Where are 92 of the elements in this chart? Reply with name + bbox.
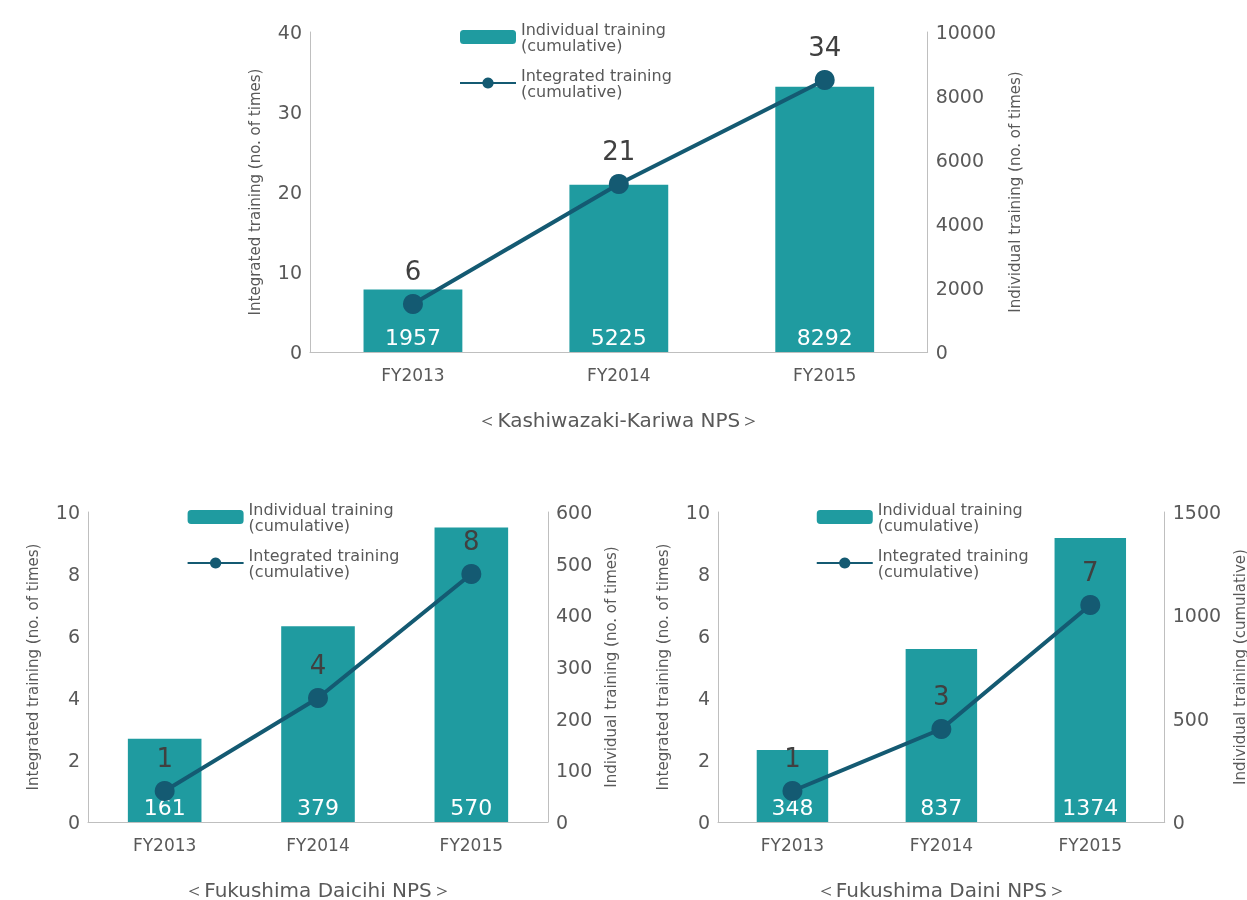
y2-tick-label: 300: [556, 656, 593, 678]
data-label: 1374: [1062, 794, 1119, 820]
y-tick-label: 20: [277, 181, 302, 203]
y2-tick-label: 200: [556, 707, 593, 730]
point: [814, 70, 835, 90]
y-tick-label: 6: [67, 625, 80, 647]
y-tick-label: 0: [289, 341, 302, 363]
y-tick-label: 8: [67, 563, 80, 585]
legend-label: Individual training (cumulative): [877, 499, 1028, 535]
data-label: 837: [920, 794, 963, 820]
point: [402, 294, 423, 314]
y-tick-label: 4: [67, 687, 80, 709]
data-label: 348: [771, 794, 814, 820]
y2-axis-title: Individual training (no. of times): [1005, 71, 1024, 313]
y-tick-label: 4: [697, 687, 710, 709]
point: [154, 781, 175, 801]
x-tick-label: FY2013: [760, 834, 825, 855]
y2-tick-label: 0: [556, 811, 569, 833]
data-label: 34: [808, 32, 842, 62]
bar: [127, 738, 202, 822]
y2-tick-label: 500: [556, 552, 593, 575]
y2-tick-label: 0: [1172, 811, 1185, 833]
legend-label: Individual training (cumulative): [248, 499, 399, 535]
y2-tick-label: 1000: [1172, 604, 1222, 627]
y2-tick-label: 4000: [935, 213, 985, 235]
y2-tick-label: 500: [1172, 707, 1210, 730]
y2-tick-label: 2000: [935, 277, 985, 299]
y2-tick-label: 1500: [1172, 501, 1222, 523]
y2-axis-title: Individual training (no. of times): [601, 546, 620, 788]
data-label: 570: [450, 794, 493, 820]
y2-axis-title: Individual training (cumulative): [1230, 549, 1247, 785]
data-label: 7: [1082, 557, 1099, 587]
y-tick-label: 30: [277, 101, 302, 123]
bar: [434, 527, 509, 822]
data-label: 4: [309, 650, 327, 680]
y2-tick-label: 0: [935, 341, 948, 363]
y-tick-label: 2: [67, 749, 80, 771]
y2-tick-label: 10000: [935, 21, 997, 43]
data-label: 3: [933, 681, 950, 711]
data-label: 1957: [384, 324, 441, 350]
bar: [905, 649, 978, 822]
y2-tick-label: 6000: [935, 149, 985, 171]
x-tick-label: FY2013: [132, 834, 197, 855]
bar: [569, 184, 669, 352]
bar: [281, 626, 355, 822]
y-tick-label: 8: [697, 563, 710, 585]
data-label: 379: [297, 794, 339, 820]
data-label: 21: [602, 136, 636, 166]
point: [1080, 595, 1101, 615]
y2-tick-label: 100: [556, 759, 593, 782]
x-axis-title: ＜Fukushima Daini NPS＞: [815, 878, 1067, 900]
y-tick-label: 10: [685, 501, 710, 523]
legend-label: Integrated training (cumulative): [877, 545, 1034, 581]
y-axis-title: Integrated training (no. of times): [23, 543, 42, 791]
bar: [1054, 538, 1127, 822]
data-label: 6: [404, 256, 422, 286]
data-label: 8292: [796, 324, 853, 350]
y-tick-label: 0: [697, 811, 710, 833]
point: [608, 174, 629, 194]
x-tick-label: FY2015: [793, 364, 857, 385]
y-tick-label: 2: [697, 749, 710, 771]
bar: [775, 86, 875, 352]
data-label: 8: [463, 526, 480, 556]
legend-label: Individual training (cumulative): [521, 19, 672, 55]
y-tick-label: 10: [55, 501, 80, 523]
point: [931, 719, 952, 739]
point: [461, 564, 482, 584]
y2-tick-label: 600: [556, 501, 593, 523]
legend-label: Integrated training (cumulative): [248, 545, 405, 581]
point: [308, 688, 328, 708]
y-axis-title: Integrated training (no. of times): [653, 543, 672, 791]
y-tick-label: 6: [697, 625, 710, 647]
y2-tick-label: 8000: [935, 85, 985, 107]
x-tick-label: FY2014: [286, 834, 350, 855]
bar: [363, 289, 463, 352]
x-tick-label: FY2014: [587, 364, 651, 385]
y-tick-label: 10: [277, 261, 302, 283]
data-label: 5225: [590, 324, 647, 350]
y-tick-label: 40: [277, 21, 302, 43]
data-label: 1: [156, 743, 173, 773]
x-tick-label: FY2015: [1058, 834, 1123, 855]
data-label: 1: [784, 743, 801, 773]
y2-tick-label: 400: [556, 604, 593, 627]
x-tick-label: FY2013: [381, 364, 445, 385]
data-label: 161: [143, 794, 186, 820]
x-tick-label: FY2014: [909, 834, 974, 855]
x-tick-label: FY2015: [439, 834, 504, 855]
y-axis-title: Integrated training (no. of times): [245, 68, 264, 316]
x-axis-title: ＜Kashiwazaki-Kariwa NPS＞: [477, 408, 761, 432]
legend-label: Integrated training (cumulative): [521, 65, 677, 101]
y-tick-label: 0: [67, 811, 80, 833]
x-axis-title: ＜Fukushima Daicihi NPS＞: [184, 878, 452, 900]
